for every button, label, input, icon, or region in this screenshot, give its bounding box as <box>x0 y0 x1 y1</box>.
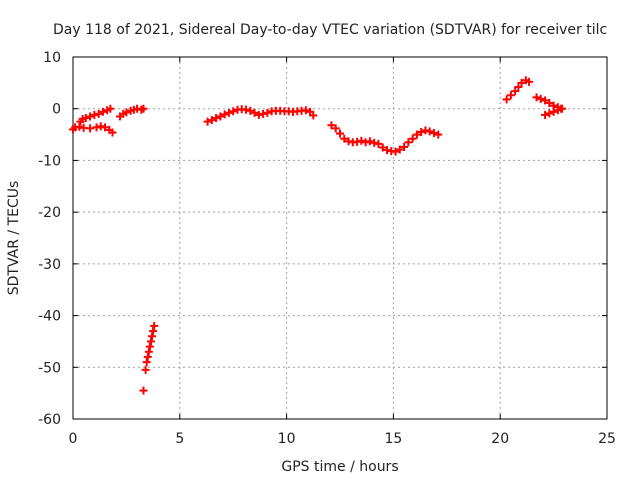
data-point <box>417 127 426 136</box>
data-point <box>259 109 268 118</box>
data-point <box>545 99 554 108</box>
data-point <box>340 134 349 143</box>
data-point <box>122 108 131 117</box>
data-point <box>242 105 251 114</box>
data-point <box>395 145 404 154</box>
data-point <box>336 129 344 138</box>
x-axis-label: GPS time / hours <box>281 459 398 475</box>
data-point <box>224 108 233 117</box>
data-point <box>301 106 310 115</box>
data-point <box>344 137 353 146</box>
data-point <box>146 337 155 346</box>
data-point <box>429 129 438 138</box>
data-point <box>144 347 153 356</box>
data-point <box>96 122 105 131</box>
data-point <box>148 332 157 341</box>
x-tick-label: 25 <box>598 431 616 447</box>
data-point <box>525 77 534 86</box>
data-point <box>374 139 383 148</box>
data-point <box>220 110 229 119</box>
axis-ticks: 0 5 10 15 20 25 10 0 -10 -20 -30 -40 -50 -60 <box>38 50 616 447</box>
data-point <box>254 110 263 119</box>
data-point <box>263 108 272 117</box>
data-point <box>142 358 151 367</box>
data-point <box>309 111 318 120</box>
data-point <box>212 114 221 123</box>
data-point <box>514 82 523 91</box>
data-point <box>511 87 520 96</box>
data-point <box>541 96 550 105</box>
data-point <box>357 136 366 145</box>
data-point <box>557 104 566 113</box>
data-point <box>98 107 107 116</box>
x-tick-label: 10 <box>278 431 296 447</box>
data-point <box>382 146 391 155</box>
data-point <box>246 106 255 115</box>
data-point <box>400 142 409 151</box>
y-tick-label: -10 <box>38 153 61 169</box>
data-point <box>532 93 541 102</box>
data-point <box>353 137 362 146</box>
data-point <box>207 116 216 125</box>
data-point <box>421 126 430 135</box>
data-point <box>517 78 526 87</box>
data-point <box>361 138 370 147</box>
grid <box>73 57 607 419</box>
data-point <box>94 109 103 118</box>
data-point <box>536 94 545 103</box>
data-point <box>331 124 340 133</box>
data-point <box>365 137 374 146</box>
data-point <box>203 117 212 126</box>
data-point <box>81 114 90 123</box>
data-point <box>506 91 515 100</box>
data-point <box>92 123 101 132</box>
data-point <box>106 104 115 113</box>
data-point <box>150 321 159 330</box>
data-point <box>86 124 95 133</box>
data-point <box>404 138 413 147</box>
y-axis-label: SDTVAR / TECUs <box>6 181 22 296</box>
y-tick-label: -30 <box>38 257 61 273</box>
data-point <box>541 110 550 119</box>
x-tick-label: 20 <box>491 431 509 447</box>
data-point <box>434 130 443 139</box>
data-point <box>108 128 117 137</box>
data-points <box>69 76 567 395</box>
data-point <box>250 108 259 117</box>
data-point <box>408 134 417 143</box>
x-tick-label: 0 <box>69 431 78 447</box>
data-point <box>370 138 379 147</box>
data-point <box>75 122 84 131</box>
data-point <box>545 109 554 118</box>
data-point <box>149 327 158 336</box>
y-tick-label: -40 <box>38 309 61 325</box>
data-point <box>216 112 225 121</box>
data-point <box>139 104 148 113</box>
y-tick-label: 10 <box>43 50 61 66</box>
data-point <box>143 352 152 361</box>
data-point <box>141 365 150 374</box>
data-point <box>549 107 558 116</box>
x-tick-label: 5 <box>175 431 184 447</box>
y-tick-label: -20 <box>38 205 61 221</box>
data-point <box>327 121 336 130</box>
data-point <box>139 386 148 395</box>
data-point <box>425 127 434 136</box>
data-point <box>229 107 238 116</box>
data-point <box>391 147 400 156</box>
data-point <box>412 130 421 139</box>
data-point <box>378 143 387 152</box>
plot-frame <box>72 56 608 420</box>
data-point <box>90 110 99 119</box>
x-tick-label: 15 <box>384 431 402 447</box>
data-point <box>502 95 511 104</box>
data-point <box>101 123 110 132</box>
data-point <box>145 342 154 351</box>
y-tick-label: 0 <box>52 102 61 118</box>
y-tick-label: -50 <box>38 360 61 376</box>
y-tick-label: -60 <box>38 412 61 428</box>
data-point <box>86 112 95 121</box>
chart-title: Day 118 of 2021, Sidereal Day-to-day VTE… <box>53 22 607 38</box>
